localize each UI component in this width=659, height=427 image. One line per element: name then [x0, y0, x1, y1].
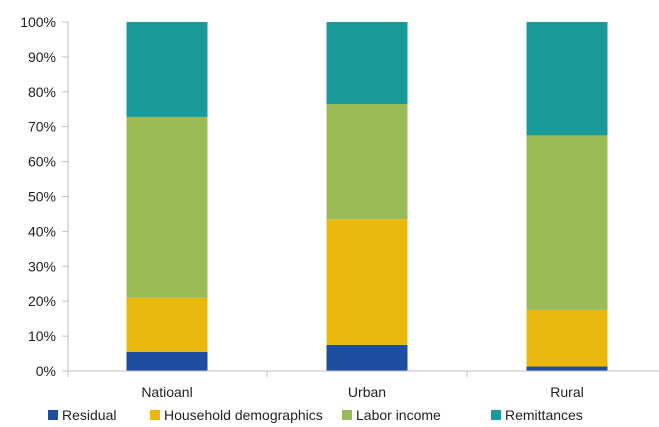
legend-swatch [150, 410, 160, 420]
legend-swatch [491, 410, 501, 420]
legend-swatch [342, 410, 352, 420]
y-tick-label: 0% [36, 363, 56, 379]
bar-segment-labor-income [526, 135, 608, 310]
bar-segment-residual [126, 351, 208, 371]
x-category-label: Urban [348, 384, 386, 400]
y-tick-label: 60% [28, 154, 56, 170]
x-category-label: Rural [550, 384, 583, 400]
y-tick-label: 40% [28, 223, 56, 239]
y-tick-label: 90% [28, 49, 56, 65]
legend-label: Labor income [356, 407, 441, 423]
x-axis: Natioanl Urban Rural [67, 371, 584, 400]
legend-label: Residual [62, 407, 116, 423]
legend-label: Household demographics [164, 407, 323, 423]
y-tick-label: 70% [28, 119, 56, 135]
bars-group [126, 22, 608, 371]
legend-label: Remittances [505, 407, 583, 423]
bar-segment-remittances [526, 22, 608, 136]
y-tick-label: 10% [28, 328, 56, 344]
x-category-label: Natioanl [141, 384, 192, 400]
bar-segment-household-demographics [526, 309, 608, 367]
bar-segment-household-demographics [126, 297, 208, 352]
legend-swatch [48, 410, 58, 420]
y-tick-label: 30% [28, 258, 56, 274]
bar-segment-remittances [126, 22, 208, 117]
y-tick-label: 100% [20, 14, 56, 30]
bar-segment-household-demographics [326, 219, 408, 345]
bar-segment-labor-income [126, 116, 208, 298]
y-tick-label: 20% [28, 293, 56, 309]
legend: Residual Household demographics Labor inco… [48, 407, 583, 423]
y-tick-label: 80% [28, 84, 56, 100]
y-tick-label: 50% [28, 189, 56, 205]
y-axis: 0% 10% 20% 30% 40% 50% 60% 70% 80% 90% 100% [20, 14, 69, 379]
bar-segment-residual [526, 366, 608, 371]
bar-segment-remittances [326, 22, 408, 105]
bar-segment-residual [326, 344, 408, 371]
bar-segment-labor-income [326, 104, 408, 220]
